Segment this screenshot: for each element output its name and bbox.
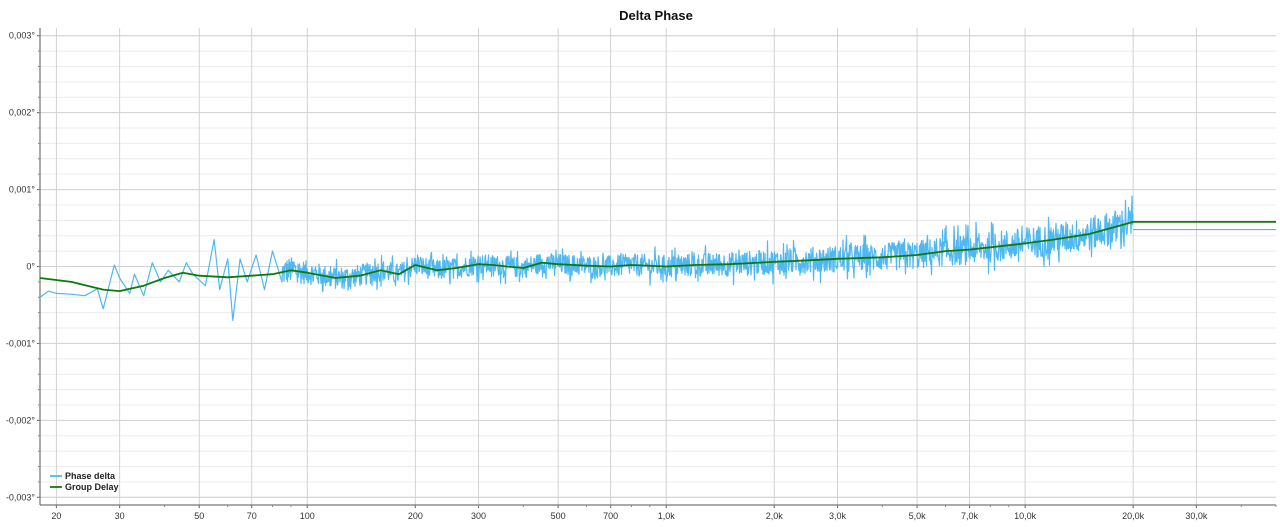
x-tick-label: 10,0k: [1014, 511, 1037, 521]
y-tick-label: -0,001°: [6, 338, 36, 348]
x-tick-label: 3,0k: [829, 511, 847, 521]
x-tick-label: 70: [247, 511, 257, 521]
x-tick-label: 5,0k: [909, 511, 927, 521]
x-tick-label: 7,0k: [961, 511, 979, 521]
x-tick-label: 100: [300, 511, 315, 521]
x-tick-label: 200: [408, 511, 423, 521]
series-layer: [39, 195, 1276, 321]
axes: [37, 28, 1277, 508]
legend-label: Phase delta: [65, 471, 116, 481]
x-tick-label: 300: [471, 511, 486, 521]
phase-delta-line: [39, 195, 1134, 321]
y-tick-label: 0,003°: [9, 31, 36, 41]
x-tick-labels: 20 30 50 70 100 200 300 500 700 1,0k 2,0k 3,0k 5,0k 7…: [51, 511, 1207, 521]
x-tick-label: 500: [551, 511, 566, 521]
x-tick-label: 30: [115, 511, 125, 521]
y-tick-label: 0,001°: [9, 185, 36, 195]
y-tick-label: 0°: [26, 262, 35, 272]
legend-label: Group Delay: [65, 482, 119, 492]
y-tick-label: 0,002°: [9, 108, 36, 118]
x-tick-label: 1,0k: [658, 511, 676, 521]
y-tick-label: -0,002°: [6, 415, 36, 425]
chart-title: Delta Phase: [619, 8, 693, 23]
group-delay-line: [39, 221, 1276, 292]
x-tick-label: 30,0k: [1185, 511, 1208, 521]
x-tick-label: 700: [603, 511, 618, 521]
y-tick-labels: 0,003° 0,002° 0,001° 0° -0,001° -0,002° -0,003…: [6, 31, 36, 503]
x-tick-label: 20: [51, 511, 61, 521]
x-tick-label: 50: [194, 511, 204, 521]
y-tick-label: -0,003°: [6, 492, 36, 502]
x-tick-label: 20,0k: [1122, 511, 1145, 521]
x-tick-label: 2,0k: [766, 511, 784, 521]
